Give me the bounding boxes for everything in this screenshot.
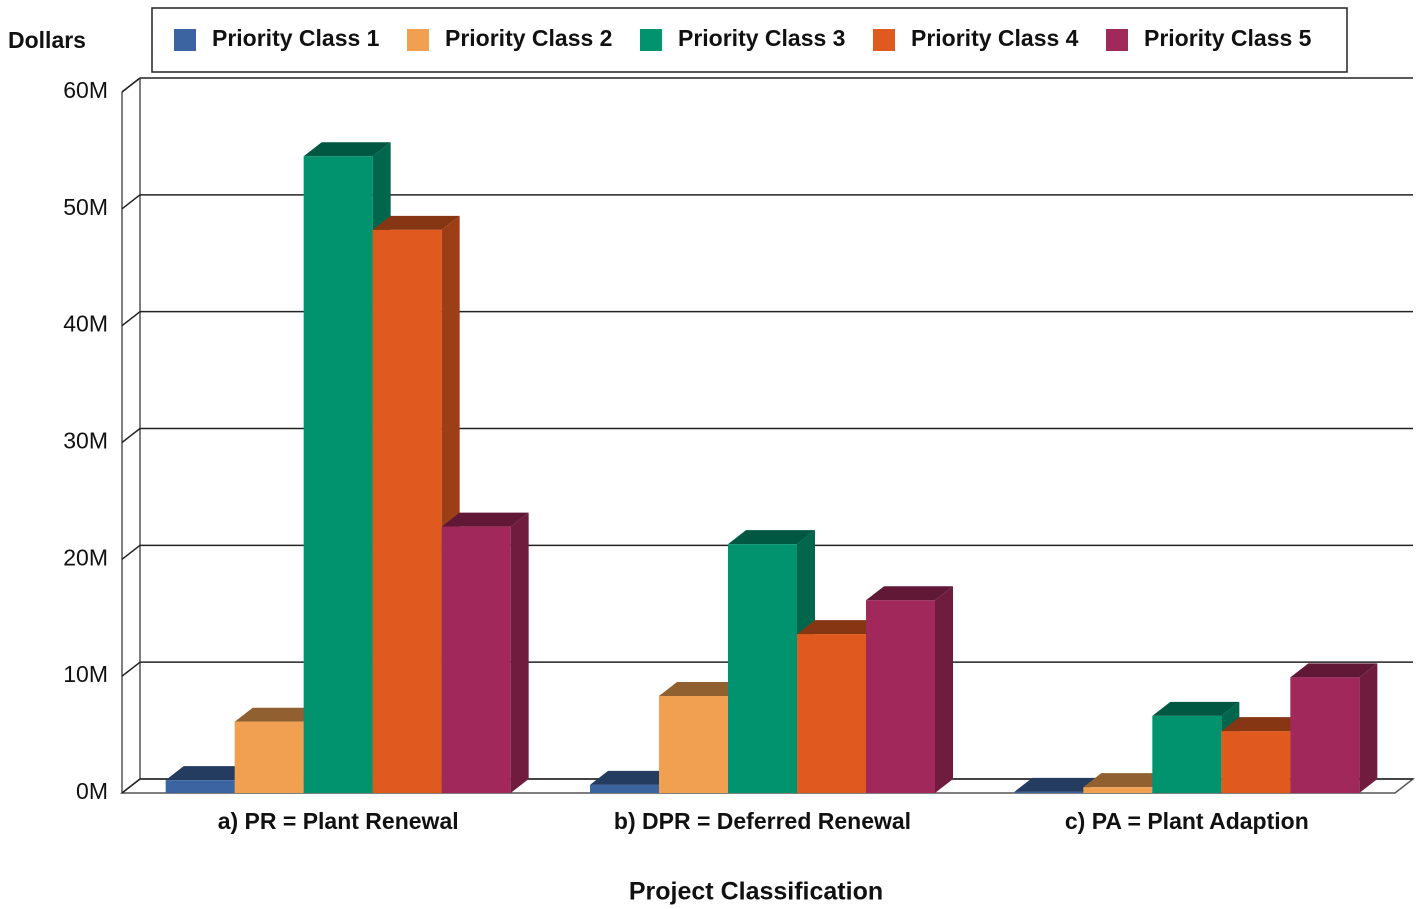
y-tick-label: 0M (76, 778, 108, 804)
bar (1152, 715, 1222, 793)
bar (1221, 731, 1291, 793)
x-tick-label: a) PR = Plant Renewal (218, 808, 459, 834)
legend-label: Priority Class 5 (1144, 25, 1312, 51)
bar-top (590, 770, 677, 785)
bar-top (728, 530, 815, 545)
bar-top (303, 142, 391, 157)
legend-box (151, 7, 1348, 73)
legend-label: Priority Class 3 (678, 25, 845, 51)
bar (1014, 791, 1084, 793)
grid-line-side (121, 778, 141, 794)
bar-side (935, 586, 953, 793)
legend-swatch (640, 29, 662, 51)
x-tick-label: c) PA = Plant Adaption (1065, 808, 1309, 834)
bar-top (659, 682, 746, 697)
bar-top (1152, 701, 1240, 716)
legend-swatch (174, 29, 196, 51)
y-axis-label: Dollars (8, 27, 86, 53)
bar-side (510, 512, 529, 793)
bar (1290, 677, 1360, 793)
bar-top (234, 707, 322, 722)
bar-top (165, 766, 253, 781)
x-axis-label: Project Classification (629, 878, 883, 906)
bar (441, 526, 511, 793)
grid-line-side (121, 194, 141, 210)
bar (728, 544, 797, 793)
y-tick-label: 60M (63, 77, 108, 103)
bar-top (1290, 663, 1378, 678)
bar-top (372, 215, 460, 230)
grid-line-side (121, 427, 141, 444)
bar (234, 721, 304, 793)
grid-line-side (121, 77, 141, 93)
bar (1083, 787, 1153, 793)
legend-swatch (873, 29, 895, 51)
bar (659, 696, 728, 793)
legend-swatch (407, 29, 429, 51)
bar (866, 600, 935, 793)
legend-label: Priority Class 1 (212, 25, 380, 51)
bar (303, 156, 373, 794)
y-tick-label: 40M (63, 311, 108, 337)
bar (372, 229, 442, 793)
grid-line-side (121, 311, 141, 327)
grid-line-side (121, 661, 141, 677)
bar-top (1014, 777, 1102, 792)
legend-swatch (1106, 29, 1128, 51)
y-tick-label: 50M (63, 194, 108, 220)
y-tick-label: 10M (63, 661, 108, 687)
bar (797, 634, 866, 793)
bar (165, 780, 235, 793)
bar-side (1359, 663, 1378, 793)
bar-top (1083, 773, 1171, 788)
legend-label: Priority Class 4 (911, 25, 1079, 51)
y-tick-label: 20M (63, 544, 108, 570)
bar-top (441, 512, 529, 527)
legend-label: Priority Class 2 (445, 25, 612, 51)
bar-top (797, 620, 884, 635)
y-tick-label: 30M (63, 428, 108, 454)
bar-top (1221, 717, 1309, 732)
grid-line-side (121, 544, 141, 560)
bar (590, 784, 659, 793)
bar-top (866, 586, 953, 601)
x-tick-label: b) DPR = Deferred Renewal (614, 808, 911, 834)
